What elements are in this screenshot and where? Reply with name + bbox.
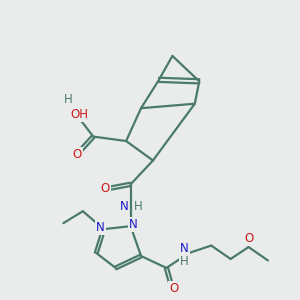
Text: H: H [134,200,142,213]
Text: O: O [244,232,253,245]
Text: H: H [180,256,189,268]
Text: OH: OH [71,108,89,121]
Text: H: H [64,93,72,106]
Text: N: N [180,242,189,255]
Text: O: O [100,182,110,195]
Text: O: O [72,148,82,161]
Text: N: N [96,221,105,234]
Text: N: N [129,218,138,231]
Text: N: N [120,200,128,213]
Text: O: O [169,282,178,296]
